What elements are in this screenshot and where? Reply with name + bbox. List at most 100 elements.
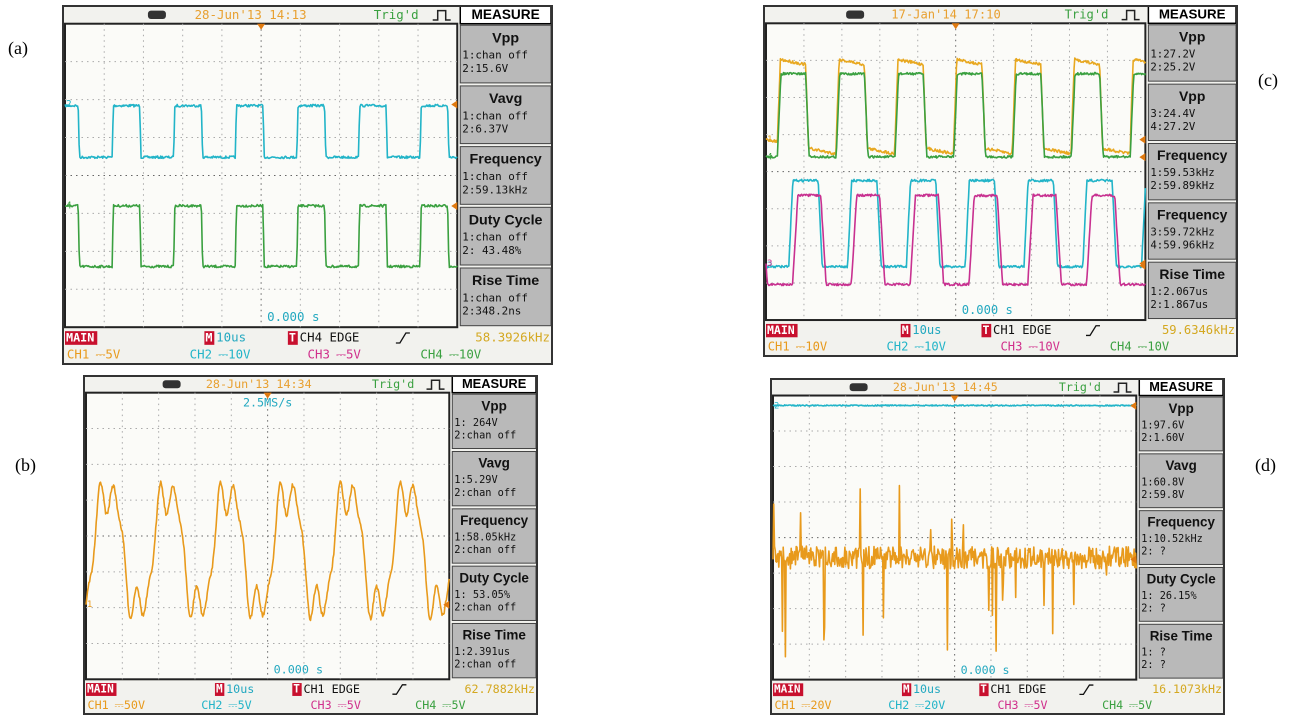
time-readout: 0.000 s [962, 303, 1013, 317]
channel-marker: 1 [87, 600, 92, 610]
measure-title: Frequency [1147, 515, 1215, 530]
channel-name: CH1 [67, 346, 89, 361]
channel-scale: ⎓5V [228, 698, 251, 712]
oscilloscope: 28-Jun'13 14:45 Trig'd 2 1 0.000 s MEASURE Vpp… [770, 378, 1225, 715]
channel-scale: ⎓5V [1129, 698, 1152, 712]
measure-title: Rise Time [472, 273, 539, 289]
mode: MAIN [66, 331, 94, 345]
measure-value: 1: 26.15% [1141, 591, 1196, 602]
trigger-source: CH1 EDGE [993, 323, 1051, 337]
channel-name: CH3 [311, 698, 332, 712]
channel-scale: ⎓5V [1024, 698, 1047, 712]
trigger-state: Trig'd [1059, 380, 1101, 394]
oscilloscope: 28-Jun'13 14:13Trig'd240.000 sMEASUREVpp… [62, 5, 553, 365]
time-readout: 0.000 s [961, 663, 1010, 677]
measure-value: 1:chan off [462, 231, 528, 244]
channel-marker: 3 [767, 259, 772, 269]
scope-screen: 28-Jun'13 14:45 Trig'd 2 1 0.000 s MEASURE Vpp… [770, 378, 1225, 715]
trigger-frequency: 62.7882kHz [464, 682, 535, 696]
measure-value: 2:chan off [454, 601, 516, 613]
channel-scale: ⎓20V [801, 698, 831, 712]
measure-title: Vpp [492, 30, 519, 46]
measure-value: 2:1.60V [1141, 433, 1184, 444]
time-readout: 0.000 s [274, 662, 323, 676]
measure-value: 1:60.8V [1141, 477, 1184, 488]
run-icon [850, 383, 868, 391]
channel-scale: ⎓10V [1028, 340, 1060, 354]
time-readout: 0.000 s [267, 309, 319, 324]
measure-title: Frequency [470, 152, 542, 168]
page: (a) 28-Jun'13 14:13 Trig'd 2 4 0.000 s MEASURE… [0, 0, 1293, 715]
graticule [65, 24, 457, 327]
measure-value: 4:27.2V [1150, 120, 1196, 133]
channel-scale: ⎓10V [218, 346, 251, 361]
channel-marker: 1 [767, 135, 772, 145]
trigger-source: CH1 EDGE [303, 682, 359, 696]
measure-title: Duty Cycle [459, 570, 529, 585]
measure-value: 2: ? [1141, 660, 1166, 671]
figure-label: (d) [1255, 455, 1276, 476]
mode: MAIN [774, 683, 801, 696]
measure-value: 1:10.52kHz [1141, 534, 1203, 545]
measure-title: Frequency [460, 513, 529, 528]
channel-marker: 1 [774, 555, 779, 565]
measure-value: 2: ? [1141, 603, 1166, 614]
measure-value: 2:chan off [454, 544, 516, 556]
measure-title: Rise Time [1159, 266, 1225, 282]
channel-scale: ⎓20V [915, 698, 945, 712]
measure-header: MEASURE [1149, 379, 1213, 394]
measure-header: MEASURE [1159, 7, 1226, 22]
measure-value: 1:2.391us [454, 646, 510, 658]
trigger-tag: T [289, 331, 296, 345]
measure-value: 1:5.29V [454, 474, 497, 486]
measure-title: Vavg [1166, 458, 1197, 473]
channel-name: CH2 [888, 698, 909, 712]
channel-name: CH1 [88, 698, 109, 712]
timebase-tag: M [902, 323, 909, 337]
measure-value: 1:27.2V [1150, 47, 1196, 60]
timestamp: 28-Jun'13 14:45 [893, 380, 998, 394]
measure-value: 3:59.72kHz [1150, 226, 1214, 239]
measure-value: 1:2.067us [1150, 285, 1208, 298]
figure-label: (b) [15, 455, 36, 476]
channel-name: CH2 [201, 698, 222, 712]
timebase: 10us [216, 330, 246, 345]
measure-value: 2:25.2V [1150, 61, 1196, 74]
timestamp: 28-Jun'13 14:34 [206, 377, 312, 391]
measure-title: Vavg [489, 91, 522, 107]
channel-name: CH3 [998, 698, 1019, 712]
measure-title: Duty Cycle [1147, 572, 1216, 587]
channel-scale: ⎓10V [796, 340, 828, 354]
channel-scale: ⎓5V [336, 346, 361, 361]
measure-title: Duty Cycle [469, 212, 543, 228]
channel-marker: 4 [66, 201, 72, 212]
trigger-tag: T [983, 323, 990, 337]
channel-name: CH4 [415, 698, 436, 712]
measure-value: 2:chan off [454, 659, 516, 671]
channel-scale: ⎓10V [1138, 340, 1170, 354]
measure-value: 1:59.53kHz [1150, 166, 1214, 179]
figure-label: (a) [8, 38, 28, 59]
measure-value: 2: ? [1141, 547, 1166, 558]
measure-value: 1:58.05kHz [454, 531, 516, 543]
measure-title: Vavg [478, 456, 509, 471]
timebase-tag: M [903, 683, 910, 696]
trigger-source: CH1 EDGE [990, 682, 1046, 696]
measure-title: Vpp [481, 398, 506, 413]
measure-value: 1:97.6V [1141, 420, 1184, 431]
measure-title: Vpp [1179, 88, 1205, 104]
channel-name: CH1 [768, 340, 790, 354]
channel-name: CH1 [775, 698, 796, 712]
trigger-frequency: 59.6346kHz [1162, 323, 1235, 337]
measure-value: 2:15.6V [462, 62, 508, 75]
channel-name: CH4 [1110, 340, 1132, 354]
timestamp: 17-Jan'14 17:10 [891, 8, 1001, 22]
measure-title: Vpp [1169, 401, 1194, 416]
measure-header: MEASURE [462, 376, 527, 391]
channel-marker: 2 [774, 401, 779, 411]
oscilloscope: 28-Jun'13 14:34Trig'd2.5MS/s10.000 sMEAS… [83, 375, 538, 715]
trigger-tag: T [980, 683, 987, 696]
channel-name: CH2 [190, 346, 212, 361]
measure-title: Frequency [1157, 147, 1228, 163]
timestamp: 28-Jun'13 14:13 [195, 7, 307, 22]
